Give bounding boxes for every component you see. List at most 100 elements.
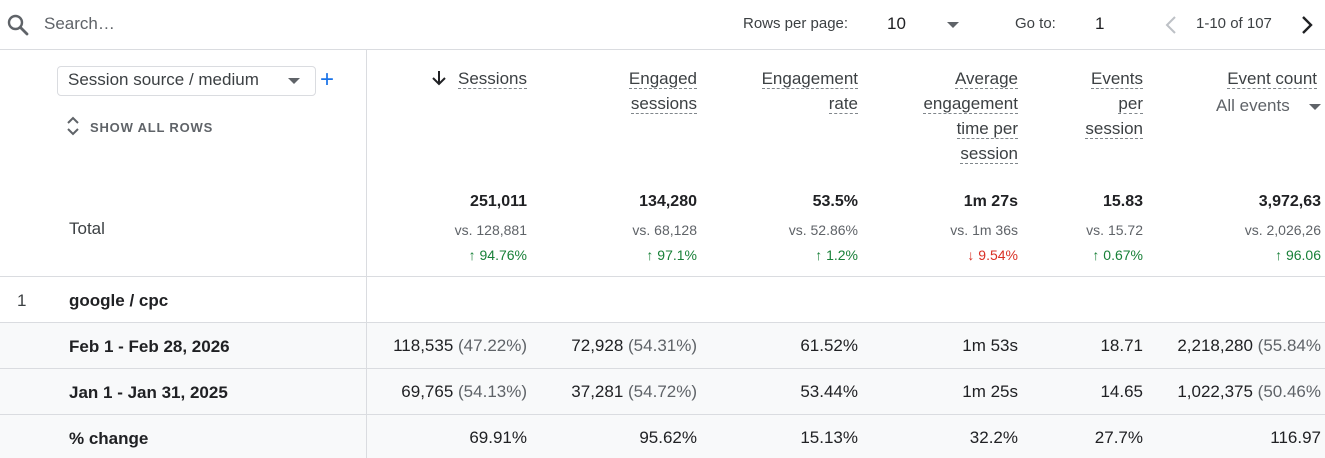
row-dimension-value[interactable]: google / cpc [69,291,169,310]
cell-value: 27.7% [1094,428,1143,447]
metric-header-events-per-session[interactable]: Events per session [1085,66,1143,141]
row-label: Feb 1 - Feb 28, 2026 [69,337,230,356]
metric-header-line: sessions [630,94,697,114]
arrow-up-icon: ↑ [815,247,827,263]
unfold-icon[interactable] [64,115,82,137]
table-cell: 18.71 [1100,336,1143,356]
table-cell: 37,281 (54.72%) [571,382,697,402]
cell-value: 1m 25s [962,382,1018,401]
rows-per-page-caret-icon[interactable] [947,22,959,28]
add-dimension-plus-icon[interactable]: + [320,66,335,93]
metric-header-avg-engagement-time[interactable]: Average engagement time per session [923,66,1018,166]
dimension-caret-icon[interactable] [288,78,300,84]
cell-value: 72,928 [571,336,624,355]
table-cell: 118,535 (47.22%) [393,336,527,356]
change-value: 0.67% [1103,247,1143,263]
chevron-right-icon[interactable] [1296,13,1318,37]
metric-header-sessions[interactable]: Sessions [458,66,527,91]
dimension-selector-label[interactable]: Session source / medium [68,70,259,89]
rows-per-page-select[interactable]: 10 [887,14,906,33]
table-row [0,323,1325,368]
total-comparison: vs. 1m 36s [950,222,1018,238]
metric-header-engagement-rate[interactable]: Engagement rate [761,66,858,116]
cell-value: 2,218,280 [1177,336,1253,355]
table-cell: 15.13% [800,428,858,448]
change-value: 1.2% [826,247,858,263]
row-divider [0,368,1325,369]
total-change: ↑ 94.76% [469,247,527,263]
total-change: ↑ 96.06 [1275,247,1321,263]
pagination-range: 1-10 of 107 [1196,15,1272,32]
row-divider [0,414,1325,415]
table-cell: 69,765 (54.13%) [401,382,527,402]
table-cell: 27.7% [1095,428,1143,448]
metric-header-line: engagement [923,94,1018,114]
arrow-up-icon: ↑ [1275,247,1286,263]
rows-per-page-label: Rows per page: [743,15,849,32]
search-input[interactable]: Search… [44,14,115,33]
dimension-selector[interactable] [57,66,316,96]
metric-header-event-count[interactable]: Event count [1227,66,1317,91]
table-cell: 69.91% [469,428,527,448]
cell-share: (54.72%) [623,382,697,401]
arrow-down-icon[interactable] [430,69,448,87]
row-label: % change [69,429,149,448]
total-comparison: vs. 128,881 [454,222,527,238]
cell-value: 61.52% [800,336,858,355]
total-value: 1m 27s [963,193,1018,210]
row-label: Jan 1 - Jan 31, 2025 [69,383,228,402]
table-cell: 61.52% [800,336,858,356]
arrow-up-icon: ↑ [468,247,480,263]
total-change: ↓ 9.54% [967,247,1018,263]
goto-input[interactable]: 1 [1095,14,1105,33]
table-cell: 72,928 (54.31%) [571,336,697,356]
metric-header-engaged-sessions[interactable]: Engaged sessions [628,66,697,116]
column-divider [366,50,367,458]
chevron-left-icon[interactable] [1160,13,1182,37]
table-cell: 1m 25s [962,382,1018,402]
show-all-rows-button[interactable]: SHOW ALL ROWS [90,120,214,135]
cell-value: 116.97 [1270,428,1321,447]
event-filter-caret-icon[interactable] [1309,104,1321,110]
row-divider [0,322,1325,323]
cell-value: 14.65 [1100,382,1143,401]
cell-value: 118,535 [393,336,454,355]
table-cell: 53.44% [800,382,858,402]
total-comparison: vs. 15.72 [1086,222,1143,238]
cell-value: 1m 53s [962,336,1018,355]
cell-value: 32.2% [969,428,1018,447]
arrow-down-icon: ↓ [967,247,979,263]
cell-share: (47.22%) [453,336,527,355]
total-value: 251,011 [470,193,527,210]
cell-value: 95.62% [639,428,697,447]
cell-share: (54.31%) [623,336,697,355]
toolbar-divider [0,49,1325,50]
cell-share: (55.84% [1252,336,1321,355]
metric-header-line: Engaged [628,69,697,89]
total-comparison: vs. 2,026,26 [1244,222,1321,238]
cell-value: 18.71 [1100,336,1143,355]
total-value: 53.5% [812,193,858,210]
cell-share: (50.46% [1252,382,1321,401]
change-value: 96.06 [1285,247,1321,263]
cell-value: 53.44% [800,382,858,401]
metric-header-line: session [1085,119,1143,139]
search-icon[interactable] [6,13,30,37]
cell-value: 15.13% [800,428,858,447]
table-cell: 95.62% [639,428,697,448]
table-row [0,415,1325,458]
goto-label: Go to: [1015,15,1056,32]
table-cell: 1,022,375 (50.46% [1177,382,1321,402]
total-value: 15.83 [1102,193,1143,210]
metric-header-line: per [1118,94,1143,114]
metric-header-line: Event count [1227,69,1317,89]
total-comparison: vs. 68,128 [632,222,697,238]
event-filter-select[interactable]: All events [1216,96,1290,115]
metric-header-line: Engagement [761,69,858,89]
arrow-up-icon: ↑ [1092,247,1104,263]
cell-value: 69.91% [469,428,527,447]
metric-header-line: rate [828,94,858,114]
metric-header-line: session [960,144,1018,164]
metric-header-line: Average [954,69,1018,89]
table-cell: 32.2% [970,428,1018,448]
